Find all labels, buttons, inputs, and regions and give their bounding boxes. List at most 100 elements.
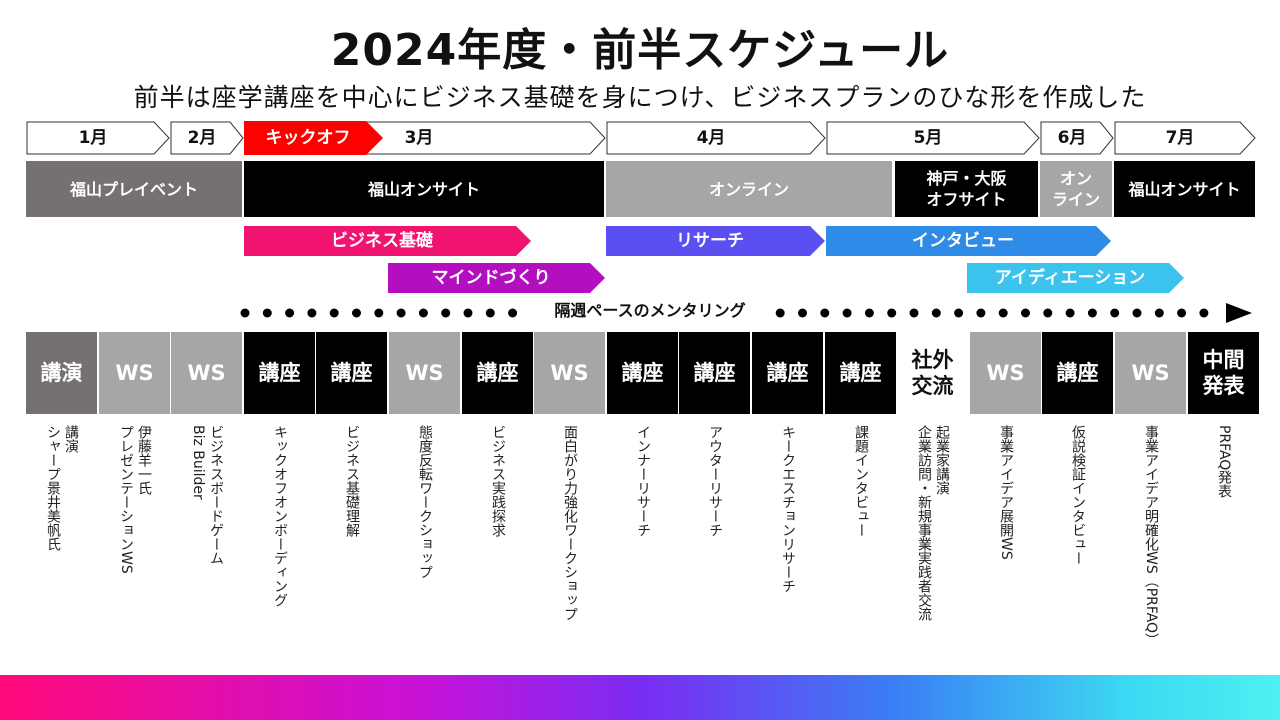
session-type-cell: 講座 [244, 332, 315, 414]
mentoring-label: 隔週ペースのメンタリング [530, 300, 770, 322]
program-label: インタビュー [912, 231, 1014, 251]
session-type-cell: 講座 [1042, 332, 1113, 414]
session-type-cell: WS [970, 332, 1041, 414]
session-type-cell: 講座 [316, 332, 387, 414]
mentoring-dot [998, 308, 1008, 318]
mentoring-dot [374, 308, 384, 318]
mentoring-dot [352, 308, 361, 318]
venue-online-2: オン ライン [1040, 161, 1112, 217]
mentoring-dot [485, 308, 495, 318]
mentoring-dot [798, 308, 807, 318]
mentoring-dot [1154, 308, 1164, 318]
mentoring-dot [1110, 308, 1120, 318]
mentoring-dot [441, 308, 451, 318]
session-description: PRFAQ発表 [1216, 425, 1232, 499]
session-description: 伊藤羊一氏 プレゼンテーションWS [118, 425, 152, 574]
program-business-basics: ビジネス基礎 [244, 226, 532, 256]
session-description: 事業アイデア展開WS [998, 425, 1014, 560]
mentoring-dot [1021, 308, 1030, 318]
venue-fukuyama-onsite-1: 福山オンサイト [244, 161, 604, 217]
mentoring-dot [909, 308, 919, 318]
program-label: アイディエーション [994, 268, 1146, 288]
session-type-cell: WS [1115, 332, 1186, 414]
footer-gradient-bar [0, 675, 1280, 720]
mentoring-dot [240, 308, 250, 318]
mentoring-dot [463, 308, 473, 318]
mentoring-dot [329, 308, 339, 318]
session-description: キックオフオンボーディング [272, 425, 288, 607]
session-description: ビジネス基礎理解 [344, 425, 360, 537]
month-label: 5月 [913, 128, 943, 148]
program-mindset: マインドづくり [388, 263, 606, 293]
month-label: 4月 [696, 128, 726, 148]
program-label: ビジネス基礎 [331, 231, 433, 251]
session-description: 事業アイデア明確化WS（PRFAQ） [1143, 425, 1159, 648]
venue-online-1: オンライン [606, 161, 892, 217]
session-type-cell: 講座 [752, 332, 823, 414]
mentoring-dot [864, 308, 874, 318]
month-arrow-jul: 7月 [1114, 121, 1256, 155]
session-type-cell: 講座 [825, 332, 896, 414]
session-description: 面白がり力強化ワークショップ [562, 425, 578, 621]
session-description: キークエスチョンリサーチ [780, 425, 796, 593]
page-title: 2024年度・前半スケジュール [330, 25, 950, 76]
month-arrow-jun: 6月 [1040, 121, 1114, 155]
mentoring-dot [887, 308, 897, 318]
session-description: 課題インタビュー [853, 425, 869, 537]
venue-fukuyama-pre-event: 福山プレイベント [26, 161, 242, 217]
session-description: ビジネスボードゲーム Biz Builder [190, 425, 224, 565]
month-label: 1月 [78, 128, 108, 148]
session-description: アウターリサーチ [707, 425, 723, 537]
mentoring-dot [820, 308, 830, 318]
program-ideation: アイディエーション [967, 263, 1185, 293]
month-label: 2月 [187, 128, 217, 148]
session-description: インナーリサーチ [635, 425, 651, 537]
program-label: マインドづくり [431, 268, 551, 288]
session-type-cell: WS [171, 332, 242, 414]
session-type-cell: WS [534, 332, 605, 414]
session-type-cell: WS [389, 332, 460, 414]
program-interview: インタビュー [826, 226, 1112, 256]
mentoring-dot [396, 308, 406, 318]
mentoring-dot [418, 308, 428, 318]
mentoring-dot [285, 308, 295, 318]
session-type-cell: 講演 [26, 332, 97, 414]
program-label: リサーチ [676, 231, 744, 251]
mentoring-dot [976, 308, 986, 318]
mentoring-dot [1087, 308, 1097, 318]
session-description: 講演 シャープ景井美帆氏 [45, 425, 79, 551]
session-type-cell: 講座 [607, 332, 678, 414]
mentoring-dot [842, 308, 852, 318]
month-label: 3月 [404, 128, 434, 148]
mentoring-dot [1132, 308, 1142, 318]
mentoring-dot [931, 308, 941, 318]
mentoring-dot [1177, 308, 1187, 318]
page-subtitle: 前半は座学講座を中心にビジネス基礎を身につけ、ビジネスプランのひな形を作成した [133, 83, 1147, 112]
session-type-cell: 講座 [679, 332, 750, 414]
month-arrow-jan: 1月 [26, 121, 170, 155]
mentoring-dot [307, 308, 317, 318]
mentoring-dot [508, 308, 518, 318]
month-label: 7月 [1165, 128, 1195, 148]
session-type-cell: 中間 発表 [1188, 332, 1259, 414]
mentoring-dot [1043, 308, 1053, 318]
session-description: 態度反転ワークショップ [417, 425, 433, 579]
session-description: 仮説検証インタビュー [1070, 425, 1086, 565]
mentoring-dot [1199, 308, 1209, 318]
kickoff-label: キックオフ [265, 128, 351, 148]
month-label: 6月 [1057, 128, 1087, 148]
month-arrow-may: 5月 [826, 121, 1040, 155]
session-description: 起業家講演 企業訪問・新規事業実践者交流 [916, 425, 950, 621]
session-type-cell: WS [99, 332, 170, 414]
venue-kobe-osaka-offsite: 神戸・大阪 オフサイト [895, 161, 1038, 217]
session-description: ビジネス実践探求 [490, 425, 506, 537]
mentoring-dot [1065, 308, 1075, 318]
session-type-cell: 社外 交流 [897, 332, 968, 414]
mentoring-dot [954, 308, 964, 318]
venue-fukuyama-onsite-2: 福山オンサイト [1114, 161, 1255, 217]
mentoring-dot [775, 308, 785, 318]
mentoring-dot [262, 308, 272, 318]
program-research: リサーチ [606, 226, 826, 256]
month-arrow-apr: 4月 [606, 121, 826, 155]
kickoff-arrow: キックオフ [244, 121, 384, 155]
